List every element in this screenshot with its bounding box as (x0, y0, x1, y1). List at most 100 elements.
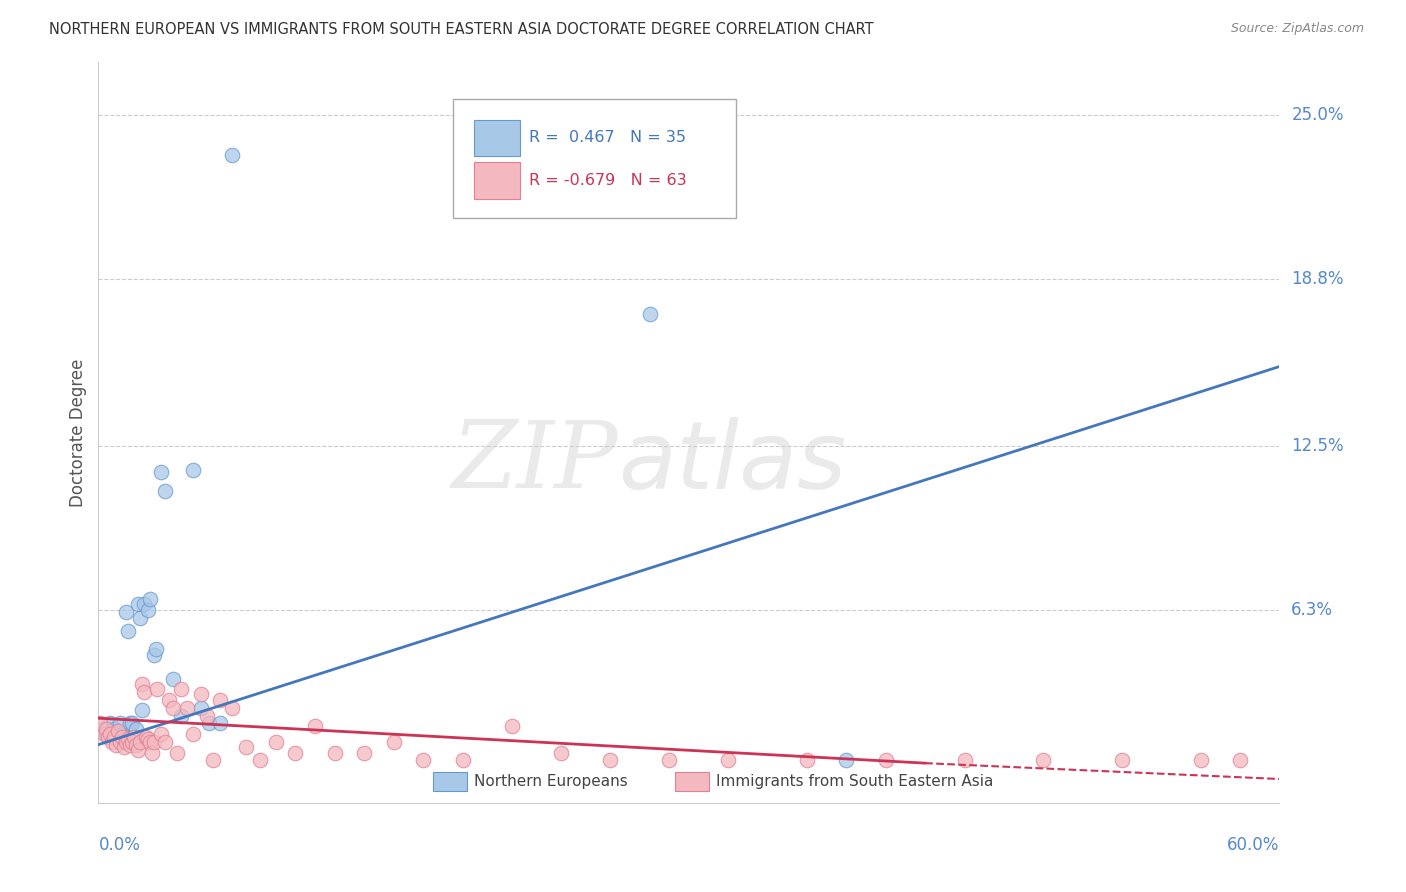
Point (209, 692, 232, 706)
FancyBboxPatch shape (474, 120, 520, 156)
Point (101, 735, 124, 749)
Point (103, 722, 125, 736)
Point (118, 738, 141, 752)
Point (128, 611, 150, 625)
Point (128, 735, 150, 749)
Point (1032, 754, 1054, 768)
Point (93, 727, 115, 741)
Point (111, 727, 134, 741)
Point (131, 677, 153, 691)
Text: 25.0%: 25.0% (1291, 106, 1344, 124)
Point (181, 462, 204, 476)
Point (195, 708, 218, 723)
Point (249, 754, 271, 768)
Point (105, 727, 128, 741)
Point (107, 724, 129, 739)
Point (155, 483, 177, 498)
Point (150, 465, 173, 479)
FancyBboxPatch shape (453, 99, 737, 218)
Point (89, 716, 111, 731)
Point (835, 754, 858, 768)
Point (150, 727, 173, 741)
Point (96, 727, 118, 741)
Point (108, 716, 131, 731)
Text: 6.3%: 6.3% (1291, 601, 1333, 619)
Text: atlas: atlas (619, 417, 846, 508)
Point (1189, 754, 1212, 768)
Point (98, 716, 121, 731)
Y-axis label: Doctorate Degree: Doctorate Degree (69, 359, 87, 507)
Point (105, 738, 128, 752)
Point (221, 148, 243, 162)
Point (197, 716, 219, 731)
Point (132, 685, 155, 699)
Point (235, 740, 257, 755)
Point (181, 727, 204, 741)
Point (121, 735, 143, 749)
Point (112, 740, 135, 755)
Point (96, 722, 118, 736)
FancyBboxPatch shape (433, 772, 467, 791)
Point (155, 735, 177, 749)
Text: NORTHERN EUROPEAN VS IMMIGRANTS FROM SOUTH EASTERN ASIA DOCTORATE DEGREE CORRELA: NORTHERN EUROPEAN VS IMMIGRANTS FROM SOU… (49, 22, 875, 37)
Text: Source: ZipAtlas.com: Source: ZipAtlas.com (1230, 22, 1364, 36)
Point (166, 746, 188, 760)
FancyBboxPatch shape (474, 162, 520, 199)
Point (115, 606, 138, 620)
Point (127, 598, 149, 612)
Point (190, 687, 212, 701)
Point (117, 732, 139, 747)
Point (125, 738, 148, 752)
Point (125, 722, 148, 736)
Point (101, 730, 124, 744)
Text: 0.0%: 0.0% (98, 836, 141, 855)
Point (91, 722, 114, 736)
Point (115, 735, 138, 749)
Point (107, 724, 129, 739)
Point (717, 754, 740, 768)
Point (112, 730, 135, 744)
Point (162, 700, 184, 714)
Point (796, 754, 818, 768)
Point (162, 672, 184, 686)
Text: 60.0%: 60.0% (1227, 836, 1279, 855)
Point (145, 642, 167, 657)
Point (131, 703, 153, 717)
Point (142, 648, 165, 662)
Point (132, 598, 155, 612)
Point (111, 730, 134, 744)
Point (98, 727, 121, 741)
Point (136, 732, 159, 747)
Point (141, 746, 163, 760)
Text: R = -0.679   N = 63: R = -0.679 N = 63 (530, 173, 688, 188)
Point (103, 730, 125, 744)
Point (599, 754, 621, 768)
Point (176, 700, 198, 714)
Point (135, 730, 157, 744)
Point (412, 754, 434, 768)
Point (157, 692, 180, 706)
Point (118, 716, 141, 731)
Point (138, 735, 160, 749)
Point (353, 746, 375, 760)
Point (1111, 754, 1133, 768)
Point (121, 716, 143, 731)
Point (190, 700, 212, 714)
Point (638, 307, 661, 321)
Point (264, 735, 287, 749)
FancyBboxPatch shape (675, 772, 709, 791)
Text: Northern Europeans: Northern Europeans (474, 774, 627, 789)
Point (284, 746, 307, 760)
Point (304, 719, 326, 733)
Point (122, 730, 145, 744)
Point (221, 700, 243, 714)
Point (1229, 754, 1251, 768)
Text: 12.5%: 12.5% (1291, 437, 1344, 455)
Point (97, 730, 120, 744)
Text: ZIP: ZIP (451, 417, 619, 508)
Point (117, 624, 139, 638)
Text: Immigrants from South Eastern Asia: Immigrants from South Eastern Asia (716, 774, 994, 789)
Point (136, 603, 159, 617)
Point (550, 746, 572, 760)
Point (451, 754, 474, 768)
